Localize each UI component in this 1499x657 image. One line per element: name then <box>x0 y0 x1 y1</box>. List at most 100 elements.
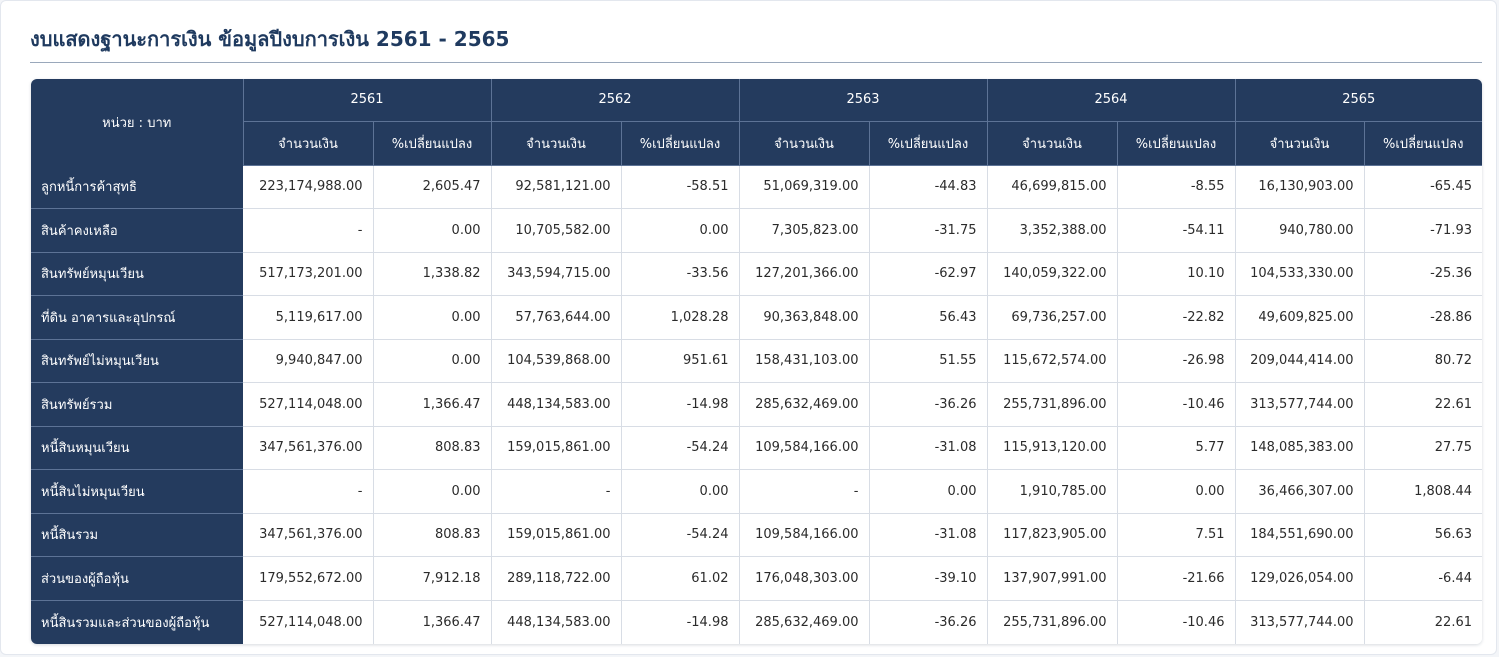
row-label: สินค้าคงเหลือ <box>31 208 243 253</box>
change-column-header: %เปลี่ยนแปลง <box>869 121 988 166</box>
change-cell: -28.86 <box>1364 295 1482 340</box>
amount-cell: 148,085,383.00 <box>1235 426 1365 470</box>
amount-cell: 158,431,103.00 <box>739 339 870 383</box>
table-row: สินทรัพย์รวม 527,114,048.00 1,366.47 448,13… <box>31 382 1482 427</box>
row-label: สินทรัพย์รวม <box>31 382 243 427</box>
amount-cell: 10,705,582.00 <box>491 208 622 253</box>
table-row: ส่วนของผู้ถือหุ้น 179,552,672.00 7,912.18 2… <box>31 556 1482 601</box>
change-cell: 80.72 <box>1364 339 1482 383</box>
change-cell: 5.77 <box>1117 426 1236 470</box>
amount-cell: 1,910,785.00 <box>987 469 1118 514</box>
amount-cell: 159,015,861.00 <box>491 513 622 557</box>
amount-column-header: จำนวนเงิน <box>491 121 622 166</box>
page-title: งบแสดงฐานะการเงิน ข้อมูลปีงบการเงิน 2561… <box>30 27 510 51</box>
amount-cell: - <box>491 469 622 514</box>
change-cell: -21.66 <box>1117 556 1236 601</box>
table-header: หน่วย : บาท 2561 2562 2563 2564 2565 จำน… <box>31 79 1482 166</box>
amount-cell: - <box>739 469 870 514</box>
table-row: สินทรัพย์ไม่หมุนเวียน 9,940,847.00 0.00 104… <box>31 339 1482 383</box>
amount-column-header: จำนวนเงิน <box>243 121 374 166</box>
change-cell: 56.43 <box>869 295 988 340</box>
change-cell: 10.10 <box>1117 252 1236 296</box>
financial-table-container: หน่วย : บาท 2561 2562 2563 2564 2565 จำน… <box>31 79 1482 644</box>
change-cell: 1,366.47 <box>373 600 492 644</box>
year-header: 2562 <box>491 79 740 122</box>
change-cell: 22.61 <box>1364 382 1482 427</box>
change-cell: 7.51 <box>1117 513 1236 557</box>
row-label: สินทรัพย์หมุนเวียน <box>31 252 243 296</box>
amount-cell: 159,015,861.00 <box>491 426 622 470</box>
change-cell: 951.61 <box>621 339 740 383</box>
year-header: 2565 <box>1235 79 1482 122</box>
change-cell: -10.46 <box>1117 600 1236 644</box>
amount-cell: - <box>243 208 374 253</box>
amount-cell: - <box>243 469 374 514</box>
table-row: หนี้สินหมุนเวียน 347,561,376.00 808.83 159,… <box>31 426 1482 470</box>
amount-cell: 313,577,744.00 <box>1235 382 1365 427</box>
amount-cell: 7,305,823.00 <box>739 208 870 253</box>
change-cell: -31.08 <box>869 426 988 470</box>
amount-cell: 940,780.00 <box>1235 208 1365 253</box>
change-cell: 22.61 <box>1364 600 1482 644</box>
change-cell: -14.98 <box>621 600 740 644</box>
change-column-header: %เปลี่ยนแปลง <box>621 121 740 166</box>
amount-column-header: จำนวนเงิน <box>987 121 1118 166</box>
amount-cell: 176,048,303.00 <box>739 556 870 601</box>
change-cell: 0.00 <box>621 469 740 514</box>
table-row: ที่ดิน อาคารและอุปกรณ์ 5,119,617.00 0.00 57… <box>31 295 1482 340</box>
amount-cell: 104,539,868.00 <box>491 339 622 383</box>
row-label: สินทรัพย์ไม่หมุนเวียน <box>31 339 243 383</box>
change-cell: -14.98 <box>621 382 740 427</box>
amount-cell: 517,173,201.00 <box>243 252 374 296</box>
amount-cell: 90,363,848.00 <box>739 295 870 340</box>
change-cell: -10.46 <box>1117 382 1236 427</box>
amount-cell: 115,913,120.00 <box>987 426 1118 470</box>
table-row: สินทรัพย์หมุนเวียน 517,173,201.00 1,338.82… <box>31 252 1482 296</box>
change-cell: -54.24 <box>621 513 740 557</box>
amount-cell: 527,114,048.00 <box>243 600 374 644</box>
table-row: หนี้สินรวมและส่วนของผู้ถือหุ้น 527,114,04… <box>31 600 1482 644</box>
change-cell: -54.24 <box>621 426 740 470</box>
amount-cell: 313,577,744.00 <box>1235 600 1365 644</box>
amount-cell: 347,561,376.00 <box>243 513 374 557</box>
change-column-header: %เปลี่ยนแปลง <box>373 121 492 166</box>
row-label: ส่วนของผู้ถือหุ้น <box>31 556 243 601</box>
amount-cell: 69,736,257.00 <box>987 295 1118 340</box>
year-header: 2561 <box>243 79 492 122</box>
amount-cell: 448,134,583.00 <box>491 382 622 427</box>
change-cell: 0.00 <box>373 469 492 514</box>
table-row: ลูกหนี้การค้าสุทธิ 223,174,988.00 2,605.47… <box>31 165 1482 209</box>
amount-column-header: จำนวนเงิน <box>1235 121 1365 166</box>
title-divider <box>30 62 1482 63</box>
table-row: สินค้าคงเหลือ -0.00 10,705,582.00 0.00 7,305… <box>31 208 1482 253</box>
change-column-header: %เปลี่ยนแปลง <box>1117 121 1236 166</box>
amount-cell: 137,907,991.00 <box>987 556 1118 601</box>
subheader-row: จำนวนเงิน %เปลี่ยนแปลง จำนวนเงิน %เปลี่ย… <box>31 121 1482 166</box>
amount-cell: 5,119,617.00 <box>243 295 374 340</box>
change-cell: 7,912.18 <box>373 556 492 601</box>
row-label: ลูกหนี้การค้าสุทธิ <box>31 165 243 209</box>
change-cell: 1,338.82 <box>373 252 492 296</box>
amount-cell: 16,130,903.00 <box>1235 165 1365 209</box>
amount-cell: 527,114,048.00 <box>243 382 374 427</box>
change-cell: -33.56 <box>621 252 740 296</box>
change-cell: -58.51 <box>621 165 740 209</box>
change-cell: -54.11 <box>1117 208 1236 253</box>
amount-cell: 184,551,690.00 <box>1235 513 1365 557</box>
amount-cell: 57,763,644.00 <box>491 295 622 340</box>
amount-cell: 179,552,672.00 <box>243 556 374 601</box>
change-cell: 808.83 <box>373 426 492 470</box>
amount-cell: 448,134,583.00 <box>491 600 622 644</box>
change-cell: -44.83 <box>869 165 988 209</box>
change-cell: 1,366.47 <box>373 382 492 427</box>
amount-cell: 49,609,825.00 <box>1235 295 1365 340</box>
change-cell: 1,028.28 <box>621 295 740 340</box>
amount-cell: 9,940,847.00 <box>243 339 374 383</box>
amount-cell: 92,581,121.00 <box>491 165 622 209</box>
change-cell: -31.75 <box>869 208 988 253</box>
change-cell: -39.10 <box>869 556 988 601</box>
amount-cell: 127,201,366.00 <box>739 252 870 296</box>
change-cell: -31.08 <box>869 513 988 557</box>
change-cell: 0.00 <box>1117 469 1236 514</box>
